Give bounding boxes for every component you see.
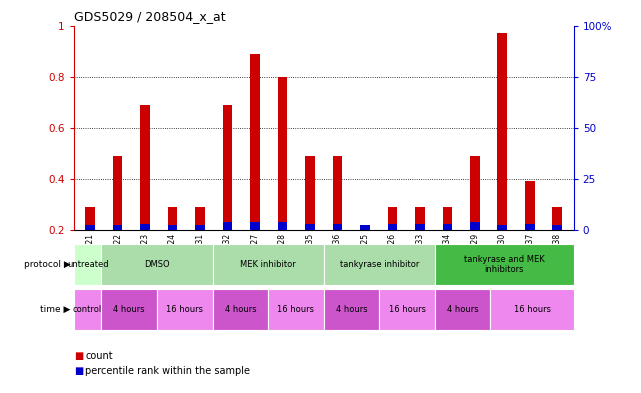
Text: tankyrase inhibitor: tankyrase inhibitor [340, 260, 419, 269]
Bar [305, 156, 315, 230]
Bar [140, 224, 150, 230]
Bar [525, 181, 535, 230]
Bar [278, 222, 287, 230]
Bar [223, 105, 232, 230]
Bar [333, 156, 342, 230]
Bar [379, 289, 435, 330]
Bar [213, 289, 268, 330]
Bar [388, 207, 397, 230]
Bar [268, 289, 324, 330]
Text: ■: ■ [74, 351, 83, 361]
Bar [553, 225, 562, 230]
Text: control: control [73, 305, 102, 314]
Text: time ▶: time ▶ [40, 305, 71, 314]
Bar [213, 244, 324, 285]
Bar [101, 244, 213, 285]
Bar [442, 224, 452, 230]
Bar [168, 207, 178, 230]
Text: 16 hours: 16 hours [166, 305, 203, 314]
Bar [490, 289, 574, 330]
Bar [360, 225, 370, 230]
Bar [360, 227, 370, 230]
Bar [101, 289, 157, 330]
Bar [85, 207, 95, 230]
Text: percentile rank within the sample: percentile rank within the sample [85, 366, 250, 376]
Bar [324, 289, 379, 330]
Bar [388, 224, 397, 230]
Bar [223, 222, 232, 230]
Text: 4 hours: 4 hours [447, 305, 478, 314]
Text: 16 hours: 16 hours [388, 305, 426, 314]
Bar [196, 225, 205, 230]
Bar [74, 244, 101, 285]
Bar [113, 156, 122, 230]
Bar [497, 33, 507, 230]
Bar [250, 222, 260, 230]
Bar [250, 53, 260, 230]
Bar [140, 105, 150, 230]
Text: untreated: untreated [67, 260, 108, 269]
Text: GDS5029 / 208504_x_at: GDS5029 / 208504_x_at [74, 10, 226, 23]
Bar [435, 289, 490, 330]
Bar [168, 225, 178, 230]
Bar [415, 224, 424, 230]
Text: protocol ▶: protocol ▶ [24, 260, 71, 269]
Bar [470, 222, 479, 230]
Text: 4 hours: 4 hours [336, 305, 367, 314]
Text: 4 hours: 4 hours [113, 305, 145, 314]
Bar [525, 224, 535, 230]
Text: MEK inhibitor: MEK inhibitor [240, 260, 296, 269]
Bar [553, 207, 562, 230]
Bar [278, 77, 287, 230]
Bar [113, 225, 122, 230]
Text: tankyrase and MEK
inhibitors: tankyrase and MEK inhibitors [464, 255, 545, 274]
Text: 16 hours: 16 hours [513, 305, 551, 314]
Text: count: count [85, 351, 113, 361]
Text: ■: ■ [74, 366, 83, 376]
Bar [470, 156, 479, 230]
Text: 16 hours: 16 hours [278, 305, 315, 314]
Bar [435, 244, 574, 285]
Bar [415, 207, 424, 230]
Bar [442, 207, 452, 230]
Bar [497, 225, 507, 230]
Bar [305, 224, 315, 230]
Text: DMSO: DMSO [144, 260, 170, 269]
Bar [85, 225, 95, 230]
Text: 4 hours: 4 hours [224, 305, 256, 314]
Bar [74, 289, 101, 330]
Bar [157, 289, 213, 330]
Bar [333, 224, 342, 230]
Bar [196, 207, 205, 230]
Bar [324, 244, 435, 285]
